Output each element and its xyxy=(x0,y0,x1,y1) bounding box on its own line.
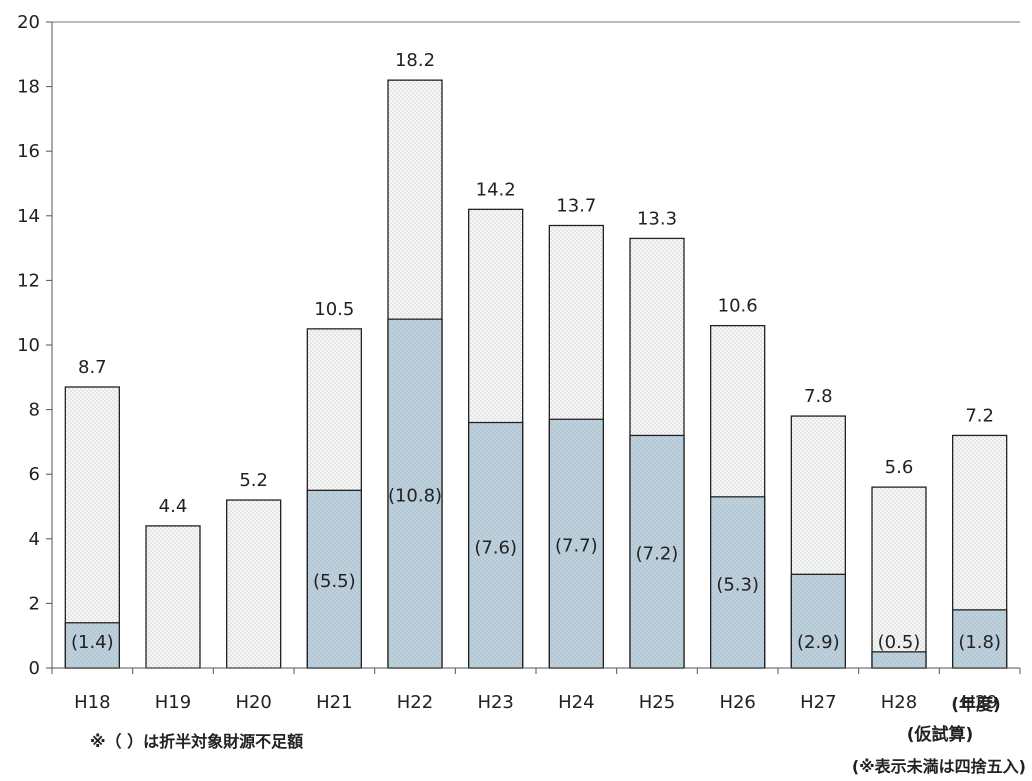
y-tick-label: 2 xyxy=(29,593,40,614)
shortfall-label: (5.5) xyxy=(313,571,356,592)
x-tick-label: H24 xyxy=(558,692,594,713)
bar-shortfall xyxy=(548,418,604,669)
total-label: 10.5 xyxy=(314,299,354,320)
bar-shortfall xyxy=(629,434,685,669)
y-tick-label: 0 xyxy=(29,658,40,679)
last-category-sublabel: (仮試算) xyxy=(907,724,974,745)
x-unit-label: (年度) xyxy=(951,694,1001,715)
y-tick-label: 16 xyxy=(17,141,40,162)
shortfall-label: (1.8) xyxy=(958,632,1001,653)
shortfall-label: (0.5) xyxy=(878,632,921,653)
total-label: 5.6 xyxy=(885,457,914,478)
y-axis: 0 2 4 6 8 10 12 14 16 18 20 xyxy=(17,12,1020,679)
y-tick-label: 6 xyxy=(29,464,40,485)
y-tick-label: 12 xyxy=(17,270,40,291)
bar-shortfall xyxy=(64,622,120,669)
y-tick-label: 20 xyxy=(17,12,40,33)
shortfall-label: (2.9) xyxy=(797,632,840,653)
note-left: ※（ ）は折半対象財源不足額 xyxy=(90,732,303,751)
total-label: 13.3 xyxy=(637,208,677,229)
total-label: 8.7 xyxy=(78,357,107,378)
total-label: 7.8 xyxy=(804,386,833,407)
bar-total xyxy=(871,486,927,669)
shortfall-label: (7.6) xyxy=(474,537,517,558)
y-tick-label: 10 xyxy=(17,335,40,356)
bar-shortfall xyxy=(306,489,362,669)
shortfall-label: (7.7) xyxy=(555,536,598,557)
x-tick-label: H19 xyxy=(155,692,191,713)
x-tick-label: H18 xyxy=(74,692,110,713)
total-label: 14.2 xyxy=(476,179,516,200)
shortfall-label: (10.8) xyxy=(388,486,442,507)
x-tick-label: H22 xyxy=(397,692,433,713)
total-label: 10.6 xyxy=(718,296,758,317)
x-tick-label: H26 xyxy=(719,692,755,713)
x-tick-label: H25 xyxy=(639,692,675,713)
x-tick-label: H28 xyxy=(881,692,917,713)
total-label: 4.4 xyxy=(159,496,188,517)
y-tick-label: 8 xyxy=(29,400,40,421)
bar-shortfall xyxy=(871,651,927,669)
shortfall-label: (1.4) xyxy=(71,632,114,653)
total-label: 5.2 xyxy=(239,470,268,491)
note-right: (※表示未満は四捨五入) xyxy=(852,757,1026,776)
y-tick-label: 4 xyxy=(29,529,40,550)
bar-shortfall xyxy=(710,496,766,669)
total-label: 18.2 xyxy=(395,50,435,71)
bar-shortfall xyxy=(468,421,524,669)
total-label: 13.7 xyxy=(556,195,596,216)
y-tick-label: 14 xyxy=(17,206,40,227)
bar-shortfall xyxy=(790,573,846,669)
total-label: 7.2 xyxy=(965,405,994,426)
y-tick-label: 18 xyxy=(17,77,40,98)
bar-shortfall xyxy=(952,609,1008,669)
shortfall-label: (7.2) xyxy=(636,544,679,565)
x-tick-label: H23 xyxy=(477,692,513,713)
shortfall-label: (5.3) xyxy=(716,574,759,595)
bar-total xyxy=(226,499,282,669)
bar-total xyxy=(145,525,201,669)
x-tick-label: H20 xyxy=(235,692,271,713)
x-tick-label: H27 xyxy=(800,692,836,713)
x-axis: H18 H19 H20 H21 H22 H23 H24 H25 H26 H27 H28 H29 xyxy=(51,667,1021,713)
x-tick-label: H29 xyxy=(961,692,997,713)
x-tick-label: H21 xyxy=(316,692,352,713)
bars-group: (1.4) 8.7 4.4 5.2 (5.5) 10.5 (10.8) 18.2 (7.6) 14… xyxy=(64,50,1008,669)
